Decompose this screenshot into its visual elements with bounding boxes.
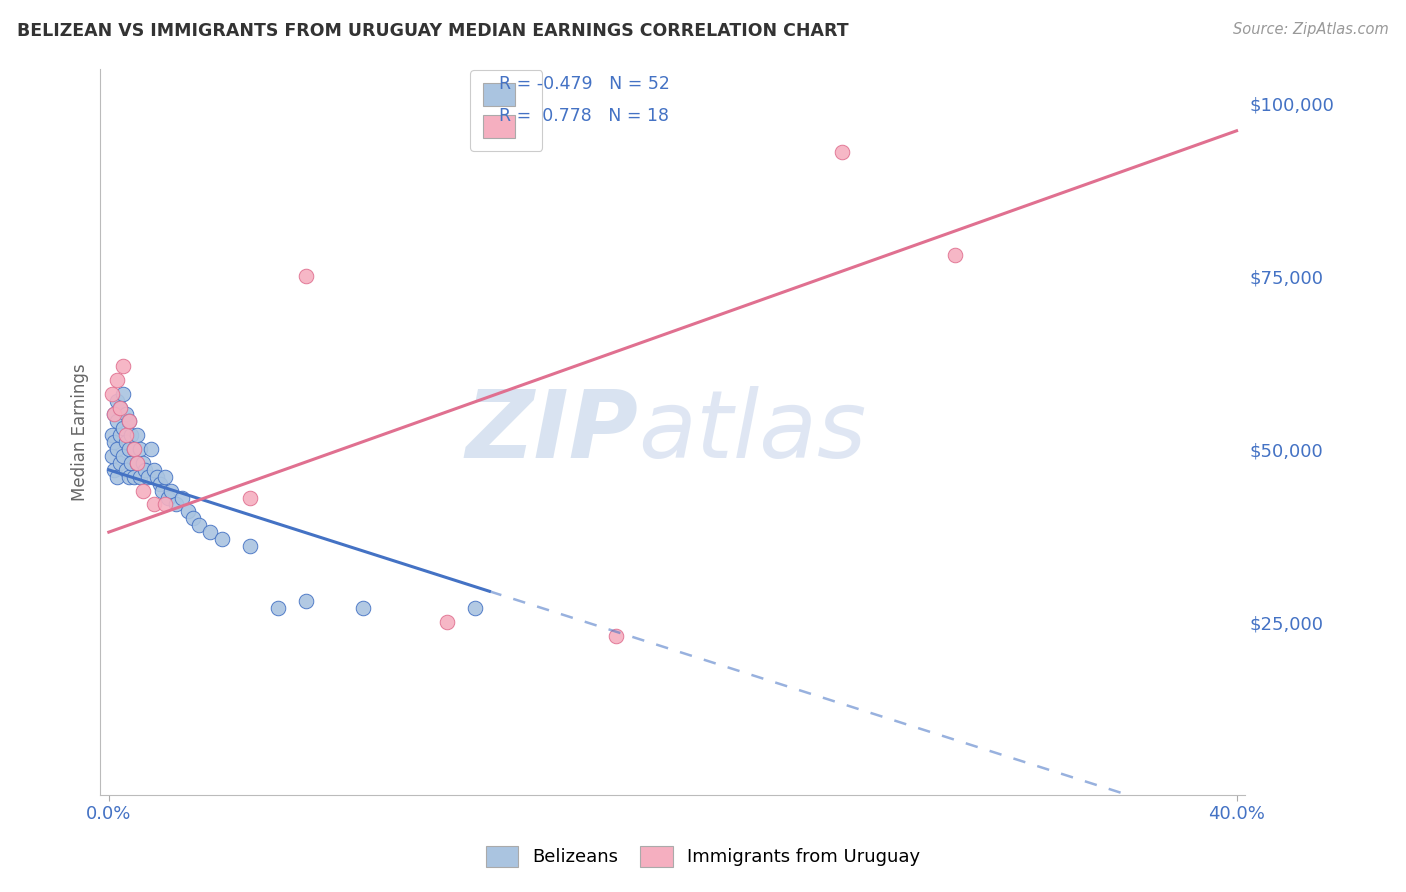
Point xyxy=(239,539,262,553)
Point xyxy=(100,386,122,401)
Point xyxy=(100,449,122,463)
Point xyxy=(122,469,145,483)
Point xyxy=(108,401,131,415)
Point xyxy=(120,428,142,442)
Point xyxy=(211,532,233,546)
Point xyxy=(295,269,318,284)
Point xyxy=(105,414,128,428)
Point xyxy=(111,359,134,373)
Point xyxy=(122,442,145,456)
Point xyxy=(131,456,153,470)
Legend: Belizeans, Immigrants from Uruguay: Belizeans, Immigrants from Uruguay xyxy=(477,837,929,876)
Point xyxy=(136,469,159,483)
Point xyxy=(105,442,128,456)
Point xyxy=(111,386,134,401)
Point xyxy=(153,498,176,512)
Point xyxy=(117,442,139,456)
Point xyxy=(111,449,134,463)
Point xyxy=(120,456,142,470)
Point xyxy=(436,615,458,629)
Point xyxy=(128,442,150,456)
Point xyxy=(108,456,131,470)
Point xyxy=(114,428,136,442)
Point xyxy=(122,442,145,456)
Point xyxy=(103,463,125,477)
Point xyxy=(464,601,486,615)
Text: atlas: atlas xyxy=(638,386,866,477)
Point xyxy=(148,476,170,491)
Point xyxy=(114,435,136,450)
Text: ZIP: ZIP xyxy=(465,386,638,478)
Point xyxy=(145,469,167,483)
Text: Source: ZipAtlas.com: Source: ZipAtlas.com xyxy=(1233,22,1389,37)
Point xyxy=(103,408,125,422)
Point xyxy=(139,442,162,456)
Point xyxy=(125,428,148,442)
Point xyxy=(100,428,122,442)
Point xyxy=(117,414,139,428)
Point xyxy=(160,483,183,498)
Legend: , : , xyxy=(470,70,543,151)
Text: R =  0.778   N = 18: R = 0.778 N = 18 xyxy=(499,107,669,125)
Text: R = -0.479   N = 52: R = -0.479 N = 52 xyxy=(499,75,669,93)
Point xyxy=(183,511,205,525)
Point xyxy=(150,483,173,498)
Point xyxy=(111,421,134,435)
Point xyxy=(131,483,153,498)
Point xyxy=(103,435,125,450)
Point xyxy=(200,525,222,540)
Point xyxy=(267,601,290,615)
Point xyxy=(114,408,136,422)
Point xyxy=(605,629,627,643)
Point xyxy=(134,463,156,477)
Point xyxy=(103,408,125,422)
Point xyxy=(295,594,318,608)
Point xyxy=(156,491,179,505)
Point xyxy=(128,469,150,483)
Point xyxy=(943,248,966,262)
Point xyxy=(125,456,148,470)
Point xyxy=(177,504,200,518)
Point xyxy=(105,469,128,483)
Point xyxy=(166,498,188,512)
Point xyxy=(239,491,262,505)
Point xyxy=(153,469,176,483)
Point xyxy=(108,401,131,415)
Point xyxy=(172,491,194,505)
Point xyxy=(117,414,139,428)
Text: BELIZEAN VS IMMIGRANTS FROM URUGUAY MEDIAN EARNINGS CORRELATION CHART: BELIZEAN VS IMMIGRANTS FROM URUGUAY MEDI… xyxy=(17,22,848,40)
Point xyxy=(108,428,131,442)
Point xyxy=(105,373,128,387)
Point xyxy=(125,456,148,470)
Point xyxy=(831,145,853,159)
Point xyxy=(117,469,139,483)
Point xyxy=(142,463,165,477)
Point xyxy=(114,463,136,477)
Point xyxy=(352,601,374,615)
Point xyxy=(105,393,128,408)
Y-axis label: Median Earnings: Median Earnings xyxy=(72,363,89,500)
Point xyxy=(188,518,211,533)
Point xyxy=(142,498,165,512)
